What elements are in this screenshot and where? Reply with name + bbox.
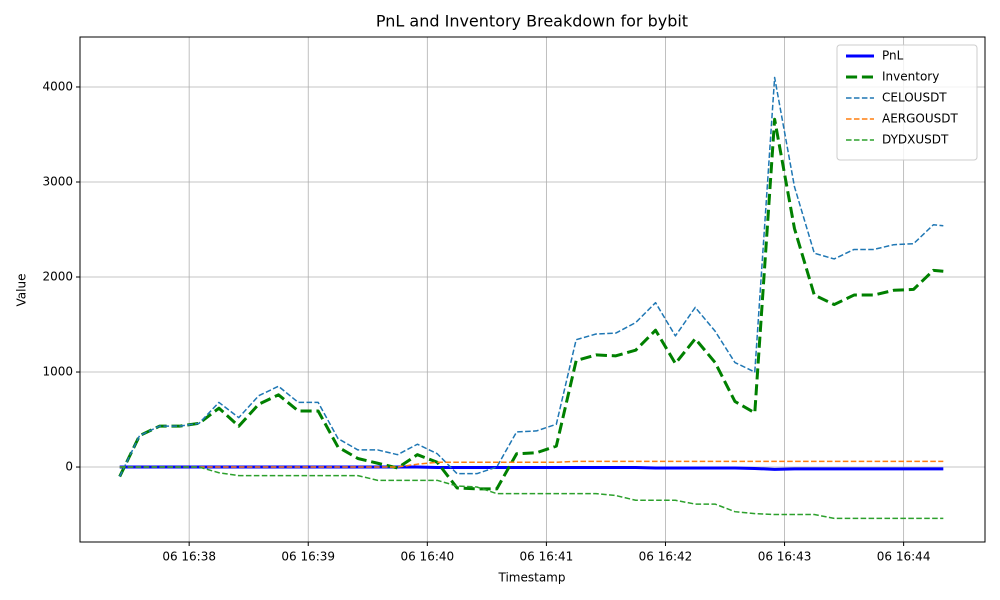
x-tick-label: 06 16:41 (520, 550, 574, 564)
x-tick-label: 06 16:40 (400, 550, 454, 564)
x-tick-label: 06 16:44 (877, 550, 931, 564)
y-tick-label: 3000 (42, 174, 73, 188)
x-axis-label: Timestamp (498, 571, 566, 585)
legend-label: Inventory (882, 70, 939, 84)
legend-box (836, 44, 978, 161)
plot (118, 76, 944, 520)
x-tick-label: 06 16:39 (281, 550, 335, 564)
legend-label: DYDXUSDT (882, 133, 949, 147)
y-tick-label: 0 (65, 460, 73, 474)
legend: PnL Inventory CELOUSDT AERGOUSDT DYDXUSDT (836, 44, 978, 161)
x-tick-label: 06 16:43 (758, 550, 812, 564)
series-line (119, 76, 944, 477)
grid (80, 37, 985, 542)
chart-title: PnL and Inventory Breakdown for bybit (376, 12, 688, 31)
axes-frame (79, 36, 986, 543)
y-tick-label: 1000 (42, 365, 73, 379)
series-line (119, 466, 944, 520)
legend-label: CELOUSDT (882, 91, 947, 105)
y-tick-label: 2000 (42, 270, 73, 284)
legend-label: AERGOUSDT (882, 112, 959, 126)
y-axis-label: Value (15, 274, 29, 307)
series-line (119, 460, 944, 468)
x-tick-label: 06 16:38 (162, 550, 216, 564)
y-tick-label: 4000 (42, 79, 73, 93)
x-tick-label: 06 16:42 (639, 550, 693, 564)
legend-label: PnL (882, 49, 904, 63)
